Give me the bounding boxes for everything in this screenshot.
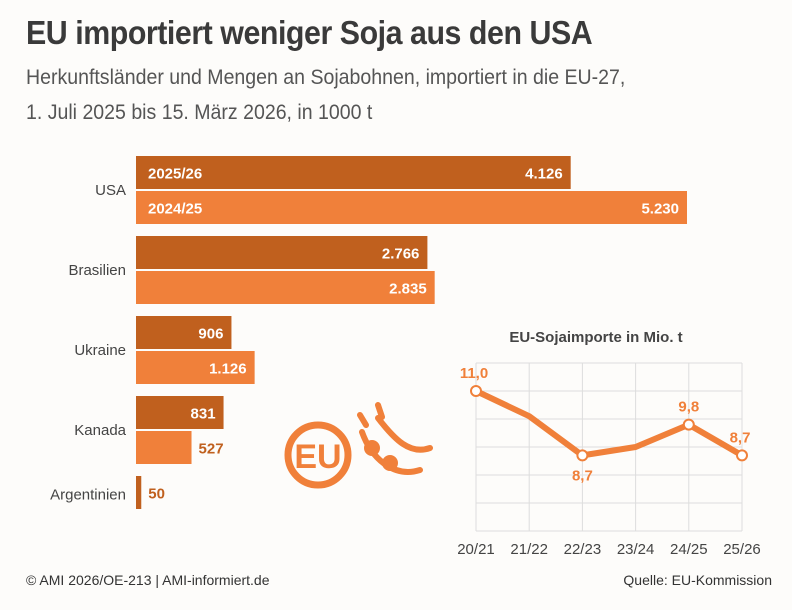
eu-logo: EU xyxy=(284,421,352,489)
bar-value-label: 4.126 xyxy=(525,166,563,183)
bar-2025-26-usa xyxy=(136,156,571,189)
page-title: EU importiert weniger Soja aus den USA xyxy=(26,14,593,51)
bar-2025-26-kanada xyxy=(136,396,224,429)
bar-2024-25-usa xyxy=(136,191,687,224)
category-label-kanada: Kanada xyxy=(74,422,126,439)
svg-text:EU: EU xyxy=(294,438,341,476)
data-point xyxy=(470,385,482,397)
bar-value-label: 1.126 xyxy=(209,361,247,378)
data-label: 8,7 xyxy=(572,467,593,484)
line-chart: EU-Sojaimporte in Mio. t 20/21 21/22 22/23 2… xyxy=(457,329,761,558)
bar-2025-26-argentinien xyxy=(136,476,142,509)
soybean-pod-icon xyxy=(357,402,433,475)
data-label: 11,0 xyxy=(460,365,488,382)
bar-value-label: 2.835 xyxy=(389,281,427,298)
category-label-ukraine: Ukraine xyxy=(74,342,126,359)
bar-value-label: 5.230 xyxy=(641,201,679,218)
data-point xyxy=(576,449,589,462)
category-label-brasilien: Brasilien xyxy=(68,262,126,279)
bar-value-label: 527 xyxy=(199,441,224,458)
subtitle-line-2: 1. Juli 2025 bis 15. März 2026, in 1000 … xyxy=(26,101,373,124)
bar-2025-26-brasilien xyxy=(136,236,428,269)
x-tick-label: 20/21 xyxy=(457,541,495,558)
bar-value-label: 906 xyxy=(198,326,223,343)
line-chart-title: EU-Sojaimporte in Mio. t xyxy=(509,329,682,346)
bar-2024-25-brasilien xyxy=(136,271,435,304)
bar-value-label: 831 xyxy=(191,406,216,423)
footer-source: Quelle: EU-Kommission xyxy=(623,572,772,588)
category-label-argentinien: Argentinien xyxy=(50,487,126,504)
data-point xyxy=(736,449,748,462)
bar-2024-25-ukraine xyxy=(136,351,255,384)
x-tick-label: 24/25 xyxy=(670,541,708,558)
footer-copyright: © AMI 2026/OE-213 | AMI-informiert.de xyxy=(26,572,270,588)
bar-2024-25-kanada xyxy=(136,431,192,464)
series-label-2024-25: 2024/25 xyxy=(148,201,202,218)
bar-value-label: 50 xyxy=(148,486,165,503)
series-line xyxy=(474,388,744,459)
x-tick-label: 25/26 xyxy=(723,541,761,558)
bar-value-label: 2.766 xyxy=(382,246,420,263)
series-label-2025-26: 2025/26 xyxy=(148,166,202,183)
bar-chart: USA 4.126 2025/26 5.230 2024/25 Brasilien 2.76… xyxy=(50,156,687,509)
category-label-usa: USA xyxy=(95,182,126,199)
bar-2025-26-ukraine xyxy=(136,316,232,349)
x-tick-label: 23/24 xyxy=(617,541,655,558)
data-label: 9,8 xyxy=(678,399,699,416)
x-tick-label: 21/22 xyxy=(510,541,548,558)
subtitle-line-1: Herkunftsländer und Mengen an Sojabohnen… xyxy=(26,66,626,89)
data-label: 8,7 xyxy=(730,429,751,446)
data-point xyxy=(682,418,695,431)
x-tick-label: 22/23 xyxy=(564,541,602,558)
